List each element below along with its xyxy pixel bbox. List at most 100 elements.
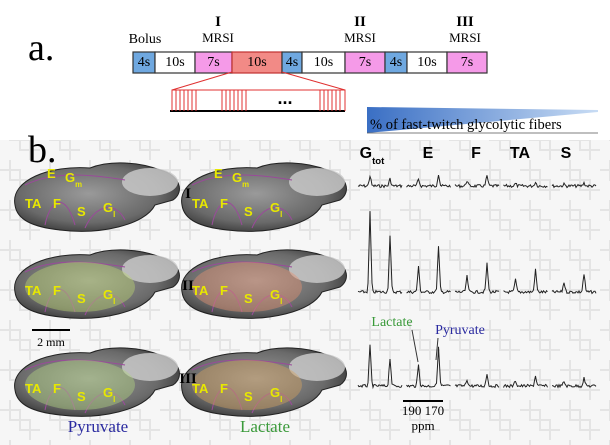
spectrum-trace xyxy=(357,344,403,390)
label-main: TA xyxy=(25,381,42,396)
label: S xyxy=(561,145,572,162)
label-main: F xyxy=(220,196,228,211)
brain-head xyxy=(122,255,178,283)
brain: TA F S Gl xyxy=(181,347,347,417)
ppm-unit: ppm xyxy=(411,418,434,433)
label: Gl xyxy=(103,287,115,306)
column-headers: Gtot E F TA S xyxy=(360,145,572,167)
spectrum-trace xyxy=(454,262,500,295)
label-sub: m xyxy=(75,180,82,189)
label: F xyxy=(53,381,61,396)
label-main: E xyxy=(214,166,223,181)
spectrum-trace xyxy=(406,346,451,388)
label-main: S xyxy=(244,204,253,219)
label-sub: l xyxy=(113,210,115,219)
gradient-wedge xyxy=(367,107,598,133)
brain-head xyxy=(122,168,178,196)
time-block-label: 7s xyxy=(207,55,219,70)
time-block-label: 7s xyxy=(359,55,371,70)
label: Gl xyxy=(103,200,115,219)
time-block-label: 10s xyxy=(247,55,266,70)
label: F xyxy=(53,196,61,211)
row-label: III xyxy=(179,371,197,387)
label-main: TA xyxy=(25,196,42,211)
label: F xyxy=(53,283,61,298)
label: F xyxy=(220,283,228,298)
signal-overlay xyxy=(25,360,135,410)
spectrum-trace xyxy=(551,180,597,189)
label: S xyxy=(244,389,253,404)
label-main: G xyxy=(103,287,113,302)
label-main: S xyxy=(77,389,86,404)
label: S xyxy=(77,204,86,219)
zoom xyxy=(170,71,346,112)
label: Gtot xyxy=(360,145,386,167)
spectrum-trace xyxy=(551,377,597,389)
brain: TA F S Gl xyxy=(181,249,347,319)
label: F xyxy=(220,381,228,396)
time-block-label: 10s xyxy=(165,55,184,70)
pointer xyxy=(435,337,439,361)
label: TA xyxy=(192,283,209,298)
spectrum-trace xyxy=(503,375,548,389)
label-main: G xyxy=(65,170,75,185)
spectrum-trace xyxy=(357,174,403,189)
label-sub: l xyxy=(113,395,115,404)
panel-label: b. xyxy=(28,129,57,171)
label-main: F xyxy=(53,283,61,298)
label-main: S xyxy=(77,204,86,219)
muscle-outline xyxy=(191,261,293,316)
time-block-label: 10s xyxy=(314,55,333,70)
muscle-outline xyxy=(191,359,293,414)
label-main: S xyxy=(244,389,253,404)
spectrum-trace xyxy=(454,175,500,189)
pulse-outline xyxy=(171,89,346,111)
phase-numeral: II xyxy=(354,14,366,30)
gradient-label: % of fast-twitch glycolytic fibers xyxy=(370,117,562,133)
label-sub: l xyxy=(280,210,282,219)
spectrum-trace xyxy=(454,374,500,389)
signal-overlay xyxy=(192,262,302,312)
muscle-outline xyxy=(24,261,126,316)
muscle-outline xyxy=(24,174,126,229)
row-label: II xyxy=(182,278,194,294)
label-main: TA xyxy=(192,381,209,396)
label-sub: m xyxy=(242,180,249,189)
brain-head xyxy=(122,353,178,381)
label-main: F xyxy=(220,283,228,298)
time-block-label: 7s xyxy=(461,55,473,70)
label-main: TA xyxy=(510,145,531,162)
brain-head xyxy=(289,168,345,196)
spectrum-trace xyxy=(406,175,451,189)
spectrum-trace xyxy=(406,246,451,295)
spectrum-trace xyxy=(357,211,403,295)
label: S xyxy=(77,291,86,306)
signal-overlay xyxy=(192,360,302,410)
time-block-label: 4s xyxy=(390,55,402,70)
label-main: G xyxy=(103,385,113,400)
signal-overlay xyxy=(25,262,135,312)
label-main: G xyxy=(360,145,372,162)
spectrum-pyruvate: Pyruvate xyxy=(435,323,485,338)
label-main: G xyxy=(232,170,242,185)
label: Gl xyxy=(270,287,282,306)
label: TA xyxy=(25,196,42,211)
label-sub: l xyxy=(280,297,282,306)
phase-name: MRSI xyxy=(344,30,376,45)
label-main: G xyxy=(103,200,113,215)
label: Gl xyxy=(103,385,115,404)
muscle-outline xyxy=(191,174,293,229)
muscle-outline xyxy=(24,359,126,414)
label: S xyxy=(77,389,86,404)
label-sub: l xyxy=(113,297,115,306)
label-main: TA xyxy=(25,283,42,298)
label-main: G xyxy=(270,200,280,215)
label: F xyxy=(471,145,481,162)
label: TA xyxy=(25,381,42,396)
label-main: F xyxy=(53,196,61,211)
label: E xyxy=(214,166,223,181)
brain: TA F S Gl xyxy=(14,249,180,319)
